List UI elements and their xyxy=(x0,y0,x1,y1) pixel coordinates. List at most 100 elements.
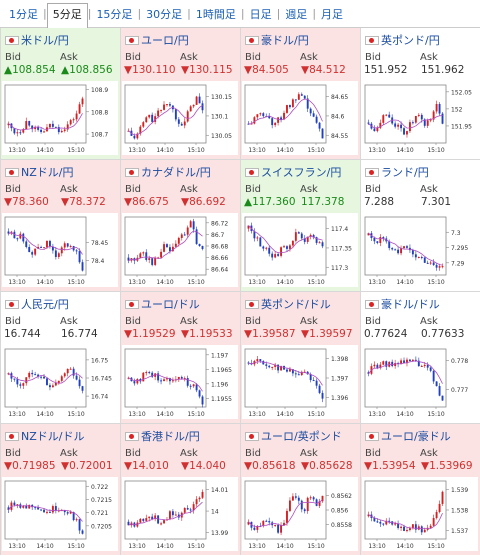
candle-body xyxy=(43,247,45,249)
tab-timeframe[interactable]: 15分足 xyxy=(96,7,133,21)
mini-candle-chart[interactable]: 1.398 1.397 1.396 13:10 14:10 15:10 xyxy=(242,345,358,419)
pair-name[interactable]: 米ドル/円 xyxy=(21,34,69,47)
rate-card[interactable]: ユーロ/円 Bid Ask ▼130.110 ▼130.115 130.15 130.1 13… xyxy=(121,28,240,159)
pair-name[interactable]: スイスフラン/円 xyxy=(261,166,342,179)
bid-value: 0.77624 xyxy=(364,328,408,340)
pair-title[interactable]: 豪ドル/円 xyxy=(245,33,309,47)
candle-body xyxy=(66,124,69,130)
pair-name[interactable]: カナダドル/円 xyxy=(141,166,211,179)
pair-name[interactable]: NZドル/円 xyxy=(21,166,74,179)
candle-body xyxy=(247,123,250,125)
pair-title[interactable]: ユーロ/ドル xyxy=(125,297,200,311)
tab-timeframe[interactable]: 1分足 xyxy=(9,7,38,21)
y-tick-label: 16.75 xyxy=(91,357,108,364)
mini-candle-chart[interactable]: 16.75 16.745 16.74 13:10 14:10 15:10 xyxy=(2,345,118,419)
rate-card[interactable]: ユーロ/英ポンド Bid Ask ▼0.85618 ▼0.85628 0.8562 0.85… xyxy=(241,424,360,555)
tab-timeframe[interactable]: 30分足 xyxy=(146,7,183,21)
tab-separator: | xyxy=(187,7,191,20)
candle-body xyxy=(406,530,408,532)
pair-title[interactable]: NZドル/ドル xyxy=(5,429,84,443)
candle-body xyxy=(280,117,283,120)
pair-name[interactable]: ユーロ/英ポンド xyxy=(261,430,342,443)
mini-candle-chart[interactable]: 86.72 86.7 86.68 86.66 86.64 13:10 14:10 15:10 xyxy=(122,213,238,287)
tab-timeframe[interactable]: 月足 xyxy=(321,7,344,21)
pair-name[interactable]: ユーロ/ドル xyxy=(141,298,200,311)
x-tick-label: 15:10 xyxy=(307,279,324,286)
pair-name[interactable]: ユーロ/豪ドル xyxy=(381,430,451,443)
pair-title[interactable]: 米ドル/円 xyxy=(5,33,69,47)
mini-candle-chart[interactable]: 84.65 84.6 84.55 13:10 14:10 15:10 xyxy=(242,81,358,155)
rate-card[interactable]: 豪ドル/ドル Bid Ask 0.77624 0.77633 0.778 0.777 13:1… xyxy=(361,292,480,423)
rate-card[interactable]: スイスフラン/円 Bid Ask ▲117.360 117.378 117.4 117.35… xyxy=(241,160,360,291)
bid-value: 151.952 xyxy=(364,64,408,76)
pair-title[interactable]: 英ポンド/ドル xyxy=(245,297,331,311)
pair-name[interactable]: NZドル/ドル xyxy=(21,430,85,443)
x-tick-label: 15:10 xyxy=(427,279,444,286)
rate-card[interactable]: 香港ドル/円 Bid Ask ▼14.010 ▼14.040 14.01 14 13.99 13… xyxy=(121,424,240,555)
candle-body xyxy=(426,364,429,368)
pair-name[interactable]: 香港ドル/円 xyxy=(141,430,200,443)
candle-body xyxy=(432,518,435,526)
tab-timeframe[interactable]: 週足 xyxy=(285,7,308,21)
candle-body xyxy=(367,233,370,236)
bid-label: Bid xyxy=(245,448,261,459)
mini-candle-chart[interactable]: 1.539 1.538 1.537 13:10 14:10 15:10 xyxy=(362,477,478,551)
pair-title[interactable]: 香港ドル/円 xyxy=(125,429,200,443)
rate-card[interactable]: カナダドル/円 Bid Ask ▼86.675 ▼86.692 86.72 86.7 86.6… xyxy=(121,160,240,291)
mini-candle-chart[interactable]: 7.3 7.295 7.29 13:10 14:10 15:10 xyxy=(362,213,478,287)
mini-candle-chart[interactable]: 14.01 14 13.99 13:10 14:10 15:10 xyxy=(122,477,238,551)
pair-name[interactable]: 英ポンド/ドル xyxy=(261,298,331,311)
pair-name[interactable]: ランド/円 xyxy=(381,166,429,179)
candle-body xyxy=(441,113,444,124)
pair-name[interactable]: ユーロ/円 xyxy=(141,34,189,47)
candle-body xyxy=(75,375,78,380)
candle-body xyxy=(397,124,400,127)
rate-card[interactable]: ユーロ/ドル Bid Ask ▼1.19529 ▼1.19533 1.197 1.1965 1… xyxy=(121,292,240,423)
pair-title[interactable]: ユーロ/円 xyxy=(125,33,189,47)
tab-timeframe[interactable]: 日足 xyxy=(249,7,272,21)
mini-candle-chart[interactable]: 0.778 0.777 13:10 14:10 15:10 xyxy=(362,345,478,419)
pair-name[interactable]: 英ポンド/円 xyxy=(381,34,440,47)
tab-timeframe[interactable]: 5分足 xyxy=(46,3,88,28)
candle-body xyxy=(403,246,405,249)
rate-card[interactable]: NZドル/ドル Bid Ask ▼0.71985 ▼0.72001 0.722 0.7215… xyxy=(1,424,120,555)
rate-card[interactable]: ランド/円 Bid Ask 7.288 7.301 7.3 7.295 7.29 13:10 14… xyxy=(361,160,480,291)
candle-body xyxy=(189,221,192,228)
candle-body xyxy=(78,104,81,114)
candle-body xyxy=(195,96,198,105)
rate-card[interactable]: 米ドル/円 Bid Ask ▲108.854 ▲108.856 108.9 108.8 108… xyxy=(1,28,120,159)
mini-candle-chart[interactable]: 117.4 117.35 117.3 13:10 14:10 15:10 xyxy=(242,213,358,287)
rate-card[interactable]: 人民元/円 Bid Ask 16.744 16.774 16.75 16.745 16.74 1… xyxy=(1,292,120,423)
timeframe-tabs: 1分足 | 5分足 | 15分足 | 30分足 | 1時間足 | 日足 | 週足 | 月足 xyxy=(0,0,480,28)
candle-body xyxy=(309,108,312,114)
mini-candle-chart[interactable]: 108.9 108.8 108.7 13:10 14:10 15:10 xyxy=(2,81,118,155)
mini-candle-chart[interactable]: 0.8562 0.856 0.8558 13:10 14:10 15:10 xyxy=(242,477,358,551)
tab-timeframe[interactable]: 1時間足 xyxy=(195,7,236,21)
pair-name[interactable]: 豪ドル/円 xyxy=(261,34,309,47)
pair-title[interactable]: 英ポンド/円 xyxy=(365,33,440,47)
rate-card[interactable]: 英ポンド/ドル Bid Ask ▼1.39587 ▼1.39597 1.398 1.397 1… xyxy=(241,292,360,423)
pair-name[interactable]: 豪ドル/ドル xyxy=(381,298,440,311)
mini-candle-chart[interactable]: 1.197 1.1965 1.196 1.1955 13:10 14:10 15:10 xyxy=(122,345,238,419)
mini-candle-chart[interactable]: 78.45 78.4 13:10 14:10 15:10 xyxy=(2,213,118,287)
candle-body xyxy=(297,94,300,100)
pair-title[interactable]: ユーロ/英ポンド xyxy=(245,429,342,443)
pair-title[interactable]: ユーロ/豪ドル xyxy=(365,429,451,443)
pair-title[interactable]: 豪ドル/ドル xyxy=(365,297,440,311)
ask-label: Ask xyxy=(300,52,318,63)
mini-candle-chart[interactable]: 0.722 0.7215 0.721 0.7205 13:10 14:10 15:10 xyxy=(2,477,118,551)
mini-candle-chart[interactable]: 130.15 130.1 130.05 13:10 14:10 15:10 xyxy=(122,81,238,155)
pair-name[interactable]: 人民元/円 xyxy=(21,298,69,311)
candle-body xyxy=(315,499,318,506)
rate-card[interactable]: 豪ドル/円 Bid Ask ▼84.505 ▼84.512 84.65 84.6 84.55 1… xyxy=(241,28,360,159)
rate-card[interactable]: 英ポンド/円 Bid Ask 151.952 151.962 152.05 152 151.9… xyxy=(361,28,480,159)
pair-title[interactable]: スイスフラン/円 xyxy=(245,165,341,179)
y-tick-label: 86.66 xyxy=(211,255,228,262)
rate-card[interactable]: NZドル/円 Bid Ask ▼78.360 ▼78.372 78.45 78.4 13:10… xyxy=(1,160,120,291)
pair-title[interactable]: カナダドル/円 xyxy=(125,165,211,179)
pair-title[interactable]: 人民元/円 xyxy=(5,297,69,311)
rate-card[interactable]: ユーロ/豪ドル Bid Ask ▼1.53954 ▼1.53969 1.539 1.538 1… xyxy=(361,424,480,555)
pair-title[interactable]: NZドル/円 xyxy=(5,165,73,179)
pair-title[interactable]: ランド/円 xyxy=(365,165,429,179)
mini-candle-chart[interactable]: 152.05 152 151.95 13:10 14:10 15:10 xyxy=(362,81,478,155)
